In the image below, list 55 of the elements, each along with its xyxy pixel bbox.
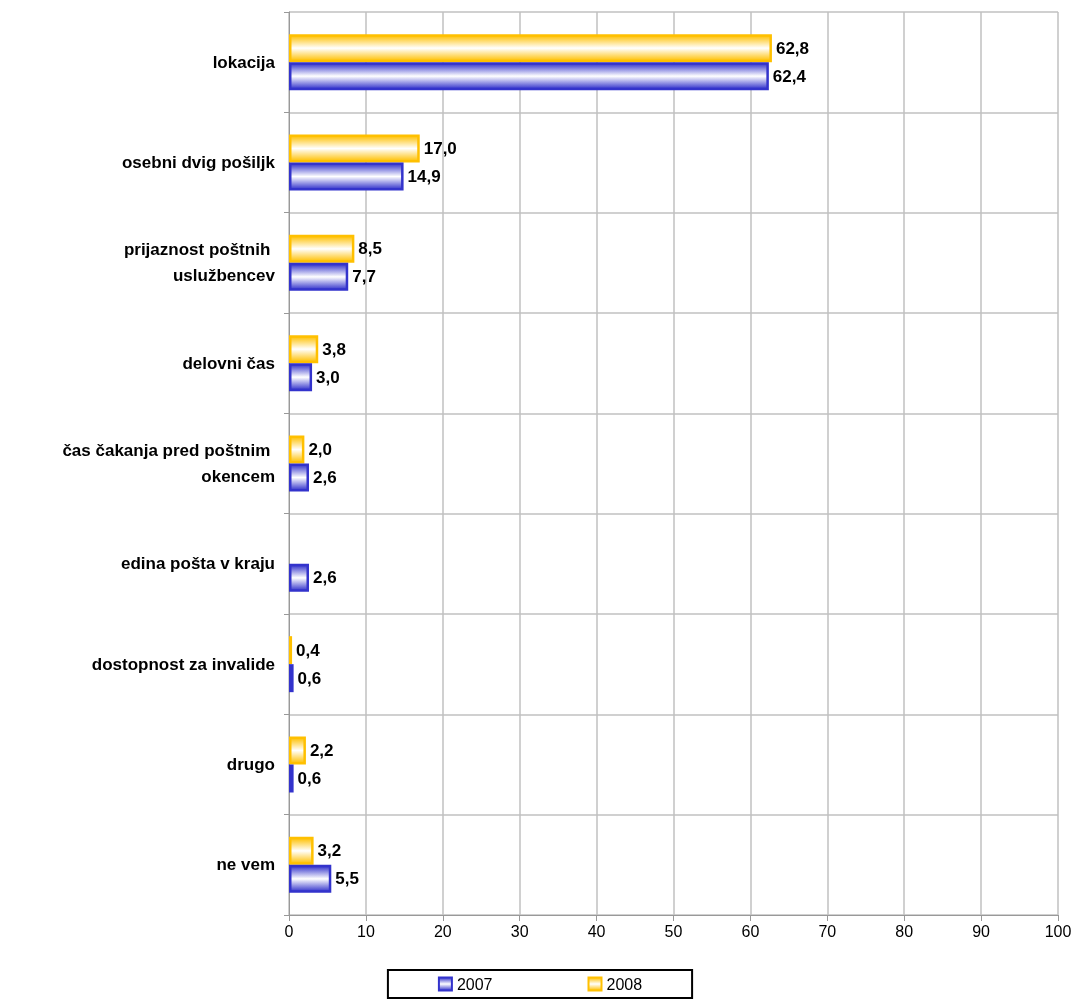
bar xyxy=(289,162,404,191)
data-label: 2,2 xyxy=(309,741,334,760)
bar xyxy=(289,836,314,865)
x-tick-label: 100 xyxy=(1044,922,1072,940)
bar xyxy=(289,764,294,793)
bar xyxy=(289,864,332,893)
x-tick-label: 80 xyxy=(895,922,914,940)
data-label: 62,4 xyxy=(772,66,807,86)
x-tick-label: 70 xyxy=(818,922,837,940)
bar xyxy=(289,335,319,364)
bar xyxy=(289,62,769,91)
data-label: 3,0 xyxy=(316,367,340,387)
x-tick-label: 90 xyxy=(972,922,991,940)
x-tick-label: 50 xyxy=(664,922,683,940)
bar xyxy=(289,34,772,63)
y-tick-label: osebni dvig pošiljk xyxy=(121,153,276,172)
x-tick-label: 0 xyxy=(284,922,294,940)
data-label: 3,2 xyxy=(317,841,342,861)
y-tick-label: ne vem xyxy=(216,855,275,875)
legend-label: 2008 xyxy=(606,975,643,993)
y-tick-label: drugo xyxy=(226,755,275,774)
bar xyxy=(289,262,349,291)
data-label: 62,8 xyxy=(775,38,810,58)
x-tick-label: 30 xyxy=(510,922,529,940)
bar xyxy=(289,563,309,592)
y-tick-label: lokacija xyxy=(212,52,276,72)
bar xyxy=(289,463,309,492)
data-label: 3,8 xyxy=(322,339,346,359)
bar xyxy=(289,234,355,263)
y-tick-label: delovni čas xyxy=(182,353,275,373)
bar xyxy=(289,736,306,765)
data-label: 0,6 xyxy=(297,668,322,688)
x-tick-label: 40 xyxy=(587,922,606,940)
data-label: 8,5 xyxy=(358,239,383,259)
y-tick-label: edina pošta v kraju xyxy=(121,554,275,574)
y-tick-label: dostopnost za invalide xyxy=(91,654,275,674)
data-label: 2,6 xyxy=(312,568,337,588)
y-tick-label: prijaznost poštnih uslužbencev xyxy=(123,240,276,286)
data-label: 14,9 xyxy=(407,167,441,186)
data-label: 0,6 xyxy=(297,769,322,788)
x-tick-label: 10 xyxy=(357,922,375,940)
x-tick-label: 20 xyxy=(433,922,452,940)
data-label: 2,0 xyxy=(308,440,333,459)
bar xyxy=(289,435,305,464)
data-label: 5,5 xyxy=(335,869,359,889)
y-tick-label: čas čakanja pred poštnim okencem xyxy=(62,441,275,486)
x-tick-label: 60 xyxy=(741,922,760,940)
bar xyxy=(289,363,313,392)
bar xyxy=(289,664,294,693)
data-label: 2,6 xyxy=(312,468,337,487)
bar xyxy=(289,134,420,163)
data-label: 17,0 xyxy=(423,139,457,158)
legend-label: 2007 xyxy=(456,975,493,993)
data-label: 7,7 xyxy=(352,267,376,287)
data-label: 0,4 xyxy=(296,640,321,660)
